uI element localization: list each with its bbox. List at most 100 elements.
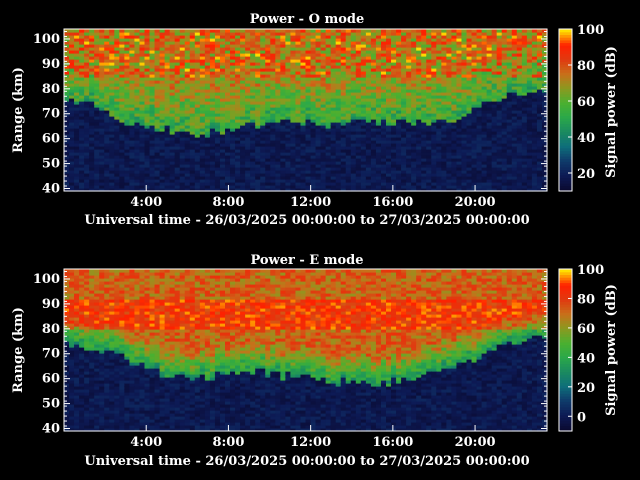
heatmap-cell bbox=[446, 62, 453, 66]
heatmap-cell bbox=[189, 134, 196, 138]
heatmap-cell bbox=[375, 50, 382, 54]
heatmap-cell bbox=[209, 182, 216, 186]
heatmap-cell bbox=[280, 74, 286, 78]
heatmap-cell bbox=[325, 110, 332, 114]
heatmap-cell bbox=[330, 131, 337, 135]
heatmap-cell bbox=[109, 62, 115, 66]
heatmap-cell bbox=[496, 131, 503, 135]
heatmap-cell bbox=[496, 167, 503, 171]
heatmap-cell bbox=[300, 38, 307, 42]
heatmap-cell bbox=[456, 125, 463, 129]
heatmap-cell bbox=[300, 134, 307, 138]
heatmap-cell bbox=[225, 125, 231, 129]
heatmap-cell bbox=[320, 62, 327, 66]
heatmap-cell bbox=[99, 161, 105, 165]
heatmap-cell bbox=[325, 44, 332, 48]
heatmap-cell bbox=[184, 56, 191, 60]
heatmap-cell bbox=[491, 89, 498, 93]
heatmap-cell bbox=[129, 185, 136, 189]
heatmap-cell bbox=[461, 104, 468, 108]
heatmap-cell bbox=[461, 122, 468, 126]
heatmap-cell bbox=[189, 32, 196, 36]
heatmap-cell bbox=[456, 143, 463, 147]
heatmap-cell bbox=[310, 140, 317, 144]
heatmap-cell bbox=[280, 176, 286, 180]
heatmap-cell bbox=[219, 110, 226, 114]
heatmap-cell bbox=[134, 134, 141, 138]
heatmap-cell bbox=[250, 128, 256, 132]
heatmap-cell bbox=[189, 38, 196, 42]
heatmap-cell bbox=[225, 167, 231, 171]
heatmap-cell bbox=[310, 143, 317, 147]
heatmap-cell bbox=[340, 41, 347, 45]
heatmap-cell bbox=[290, 74, 297, 78]
heatmap-cell bbox=[391, 164, 397, 168]
heatmap-cell bbox=[245, 89, 251, 93]
heatmap-cell bbox=[396, 47, 402, 51]
heatmap-cell bbox=[421, 170, 427, 174]
heatmap-cell bbox=[441, 143, 447, 147]
heatmap-cell bbox=[325, 152, 332, 156]
heatmap-cell bbox=[149, 80, 156, 84]
heatmap-cell bbox=[204, 80, 211, 84]
heatmap-cell bbox=[491, 182, 498, 186]
heatmap-cell bbox=[139, 122, 146, 126]
heatmap-cell bbox=[496, 119, 503, 123]
heatmap-cell bbox=[129, 65, 136, 69]
heatmap-cell bbox=[501, 158, 508, 162]
heatmap-cell bbox=[310, 173, 317, 177]
heatmap-cell bbox=[154, 119, 161, 123]
heatmap-cell bbox=[375, 32, 382, 36]
heatmap-cell bbox=[119, 71, 125, 75]
heatmap-cell bbox=[380, 47, 387, 51]
heatmap-cell bbox=[124, 179, 131, 183]
heatmap-cell bbox=[119, 95, 125, 99]
heatmap-cell bbox=[325, 155, 332, 159]
heatmap-cell bbox=[370, 83, 377, 87]
heatmap-cell bbox=[436, 53, 442, 57]
heatmap-cell bbox=[280, 119, 286, 123]
heatmap-cell bbox=[74, 83, 80, 87]
heatmap-cell bbox=[431, 179, 437, 183]
heatmap-cell bbox=[471, 155, 478, 159]
heatmap-cell bbox=[134, 44, 141, 48]
heatmap-cell bbox=[64, 74, 70, 78]
heatmap-cell bbox=[350, 110, 357, 114]
heatmap-cell bbox=[501, 167, 508, 171]
heatmap-cell bbox=[370, 53, 377, 57]
heatmap-cell bbox=[179, 164, 186, 168]
heatmap-cell bbox=[360, 77, 367, 81]
heatmap-cell bbox=[109, 92, 115, 96]
heatmap-cell bbox=[471, 161, 478, 165]
heatmap-cell bbox=[325, 56, 332, 60]
heatmap-cell bbox=[109, 29, 115, 33]
heatmap-cell bbox=[139, 185, 146, 189]
heatmap-cell bbox=[370, 176, 377, 180]
heatmap-cell bbox=[355, 74, 362, 78]
heatmap-cell bbox=[350, 155, 357, 159]
heatmap-cell bbox=[335, 119, 342, 123]
heatmap-cell bbox=[290, 68, 297, 72]
heatmap-cell bbox=[280, 122, 286, 126]
heatmap-cell bbox=[310, 83, 317, 87]
heatmap-cell bbox=[225, 158, 231, 162]
heatmap-cell bbox=[240, 167, 246, 171]
heatmap-cell bbox=[491, 29, 498, 33]
heatmap-cell bbox=[164, 167, 171, 171]
heatmap-cell bbox=[290, 50, 297, 54]
heatmap-cell bbox=[456, 47, 463, 51]
heatmap-cell bbox=[159, 155, 166, 159]
heatmap-cell bbox=[69, 98, 75, 102]
heatmap-cell bbox=[139, 140, 146, 144]
heatmap-cell bbox=[330, 173, 337, 177]
heatmap-cell bbox=[360, 65, 367, 69]
heatmap-cell bbox=[476, 104, 483, 108]
heatmap-cell bbox=[406, 137, 412, 141]
heatmap-cell bbox=[159, 98, 166, 102]
heatmap-cell bbox=[240, 122, 246, 126]
heatmap-cell bbox=[290, 44, 297, 48]
heatmap-cell bbox=[466, 47, 473, 51]
chart-title-o: Power - O mode bbox=[250, 12, 365, 27]
heatmap-cell bbox=[340, 53, 347, 57]
